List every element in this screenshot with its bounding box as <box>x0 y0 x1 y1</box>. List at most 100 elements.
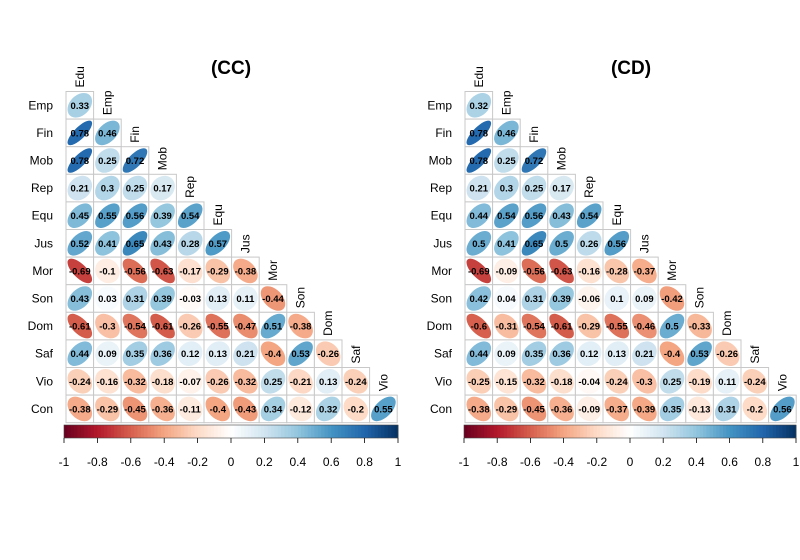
legend-swatch <box>497 425 501 438</box>
correlation-ellipse <box>632 313 657 339</box>
correlation-cell: -0.13 <box>685 394 714 424</box>
legend-swatch <box>391 425 396 438</box>
legend-swatch <box>593 425 598 438</box>
correlation-value: -0.1 <box>99 266 116 277</box>
correlation-ellipse <box>95 175 120 201</box>
correlation-ellipse <box>371 396 396 422</box>
correlation-cell: -0.26 <box>175 311 205 341</box>
correlation-cell: 0.78 <box>464 118 494 148</box>
column-label: Jus <box>637 234 651 253</box>
legend-swatch <box>311 425 315 438</box>
correlation-ellipse <box>67 203 93 228</box>
correlation-cell: -0.38 <box>65 394 95 424</box>
legend-swatch <box>341 425 345 438</box>
correlation-cell: 0.39 <box>547 284 576 313</box>
row-label: Rep <box>31 181 53 195</box>
correlation-cell: 0.34 <box>258 394 288 424</box>
correlation-value: -0.55 <box>606 322 628 333</box>
correlation-ellipse <box>494 396 519 422</box>
correlation-cell: 0.25 <box>120 173 150 203</box>
chart-title: (CC) <box>211 58 251 79</box>
correlation-cell: 0.78 <box>65 118 95 148</box>
correlation-cell: -0.19 <box>685 367 714 396</box>
legend-swatch <box>510 425 515 438</box>
correlation-ellipse <box>521 396 547 422</box>
legend-swatch <box>130 425 135 438</box>
correlation-value: -0.19 <box>689 377 711 388</box>
legend-swatch <box>580 425 584 438</box>
correlation-ellipse <box>659 396 685 422</box>
correlation-cell: -0.26 <box>313 339 343 368</box>
correlation-value: -0.54 <box>124 322 146 333</box>
correlation-ellipse <box>233 368 258 394</box>
correlation-cell: 0.12 <box>175 339 205 368</box>
correlation-ellipse <box>95 148 120 173</box>
correlation-value: -0.45 <box>523 404 545 415</box>
correlation-ellipse <box>150 313 175 339</box>
correlation-ellipse <box>576 203 602 229</box>
correlation-ellipse <box>466 368 492 394</box>
legend-swatch <box>184 425 188 438</box>
correlation-ellipse <box>494 148 519 173</box>
correlation-cell: 0.3 <box>93 173 122 203</box>
chart-title: (CD) <box>611 58 651 79</box>
correlation-ellipse <box>233 341 258 367</box>
legend-swatch <box>214 425 219 438</box>
correlation-cell: -0.39 <box>630 394 659 424</box>
correlation-cell: -0.24 <box>65 367 95 396</box>
correlation-value: -0.11 <box>180 404 202 415</box>
legend-swatch <box>713 425 717 438</box>
column-label: Fin <box>527 126 541 143</box>
correlation-cell: 0.21 <box>231 339 260 368</box>
legend-swatch <box>287 425 292 438</box>
legend-swatch <box>616 425 621 438</box>
correlation-cell: -0.26 <box>712 339 742 368</box>
legend-swatch <box>696 425 701 438</box>
correlation-cell: 0.56 <box>602 229 632 258</box>
legend-swatch <box>736 425 740 438</box>
legend-swatch <box>679 425 684 438</box>
correlation-ellipse <box>205 231 231 256</box>
correlation-value: 0.52 <box>71 239 90 250</box>
row-label: Jus <box>34 236 53 250</box>
legend-swatch <box>137 425 142 438</box>
correlation-cell: -0.36 <box>148 394 177 424</box>
legend-swatch <box>357 425 362 438</box>
legend-swatch <box>207 425 212 438</box>
correlation-cell: 0.78 <box>65 146 95 175</box>
legend-swatch <box>174 425 178 438</box>
correlation-value: -0.55 <box>207 322 229 333</box>
correlation-value: 0.25 <box>264 377 283 388</box>
correlation-ellipse <box>521 286 547 311</box>
correlation-cell: -0.63 <box>148 256 177 286</box>
correlation-cell: -0.46 <box>630 311 659 341</box>
correlation-value: -0.16 <box>97 377 119 388</box>
legend-swatch <box>630 425 634 438</box>
row-label: Jus <box>433 236 452 250</box>
correlation-ellipse <box>288 396 313 422</box>
correlation-cell: -0.54 <box>120 311 150 341</box>
correlation-cell: 0.03 <box>93 284 122 313</box>
correlation-cell: 0.21 <box>464 173 494 203</box>
correlation-value: 0.57 <box>209 239 228 250</box>
correlation-cell: 0.55 <box>93 201 122 230</box>
correlation-ellipse <box>494 341 519 367</box>
row-label: Fin <box>36 126 53 140</box>
correlation-cell: 0.43 <box>148 229 177 258</box>
correlation-value: 0.44 <box>71 349 90 360</box>
correlation-cell: 0.3 <box>492 173 521 203</box>
correlation-value: -0.15 <box>496 377 518 388</box>
legend-swatch <box>257 425 262 438</box>
correlation-value: 0.35 <box>525 349 544 360</box>
legend-swatch <box>596 425 601 438</box>
legend-swatch <box>154 425 158 438</box>
correlation-value: -0.26 <box>317 349 339 360</box>
correlation-ellipse <box>177 341 203 367</box>
correlation-value: 0.09 <box>635 294 654 305</box>
correlation-value: -0.24 <box>69 377 91 388</box>
correlation-value: 0.25 <box>497 156 516 167</box>
correlation-ellipse <box>549 175 574 201</box>
correlation-cell: -0.45 <box>519 394 549 424</box>
correlation-value: -0.45 <box>124 404 146 415</box>
legend-tick-label: -0.6 <box>520 455 541 469</box>
